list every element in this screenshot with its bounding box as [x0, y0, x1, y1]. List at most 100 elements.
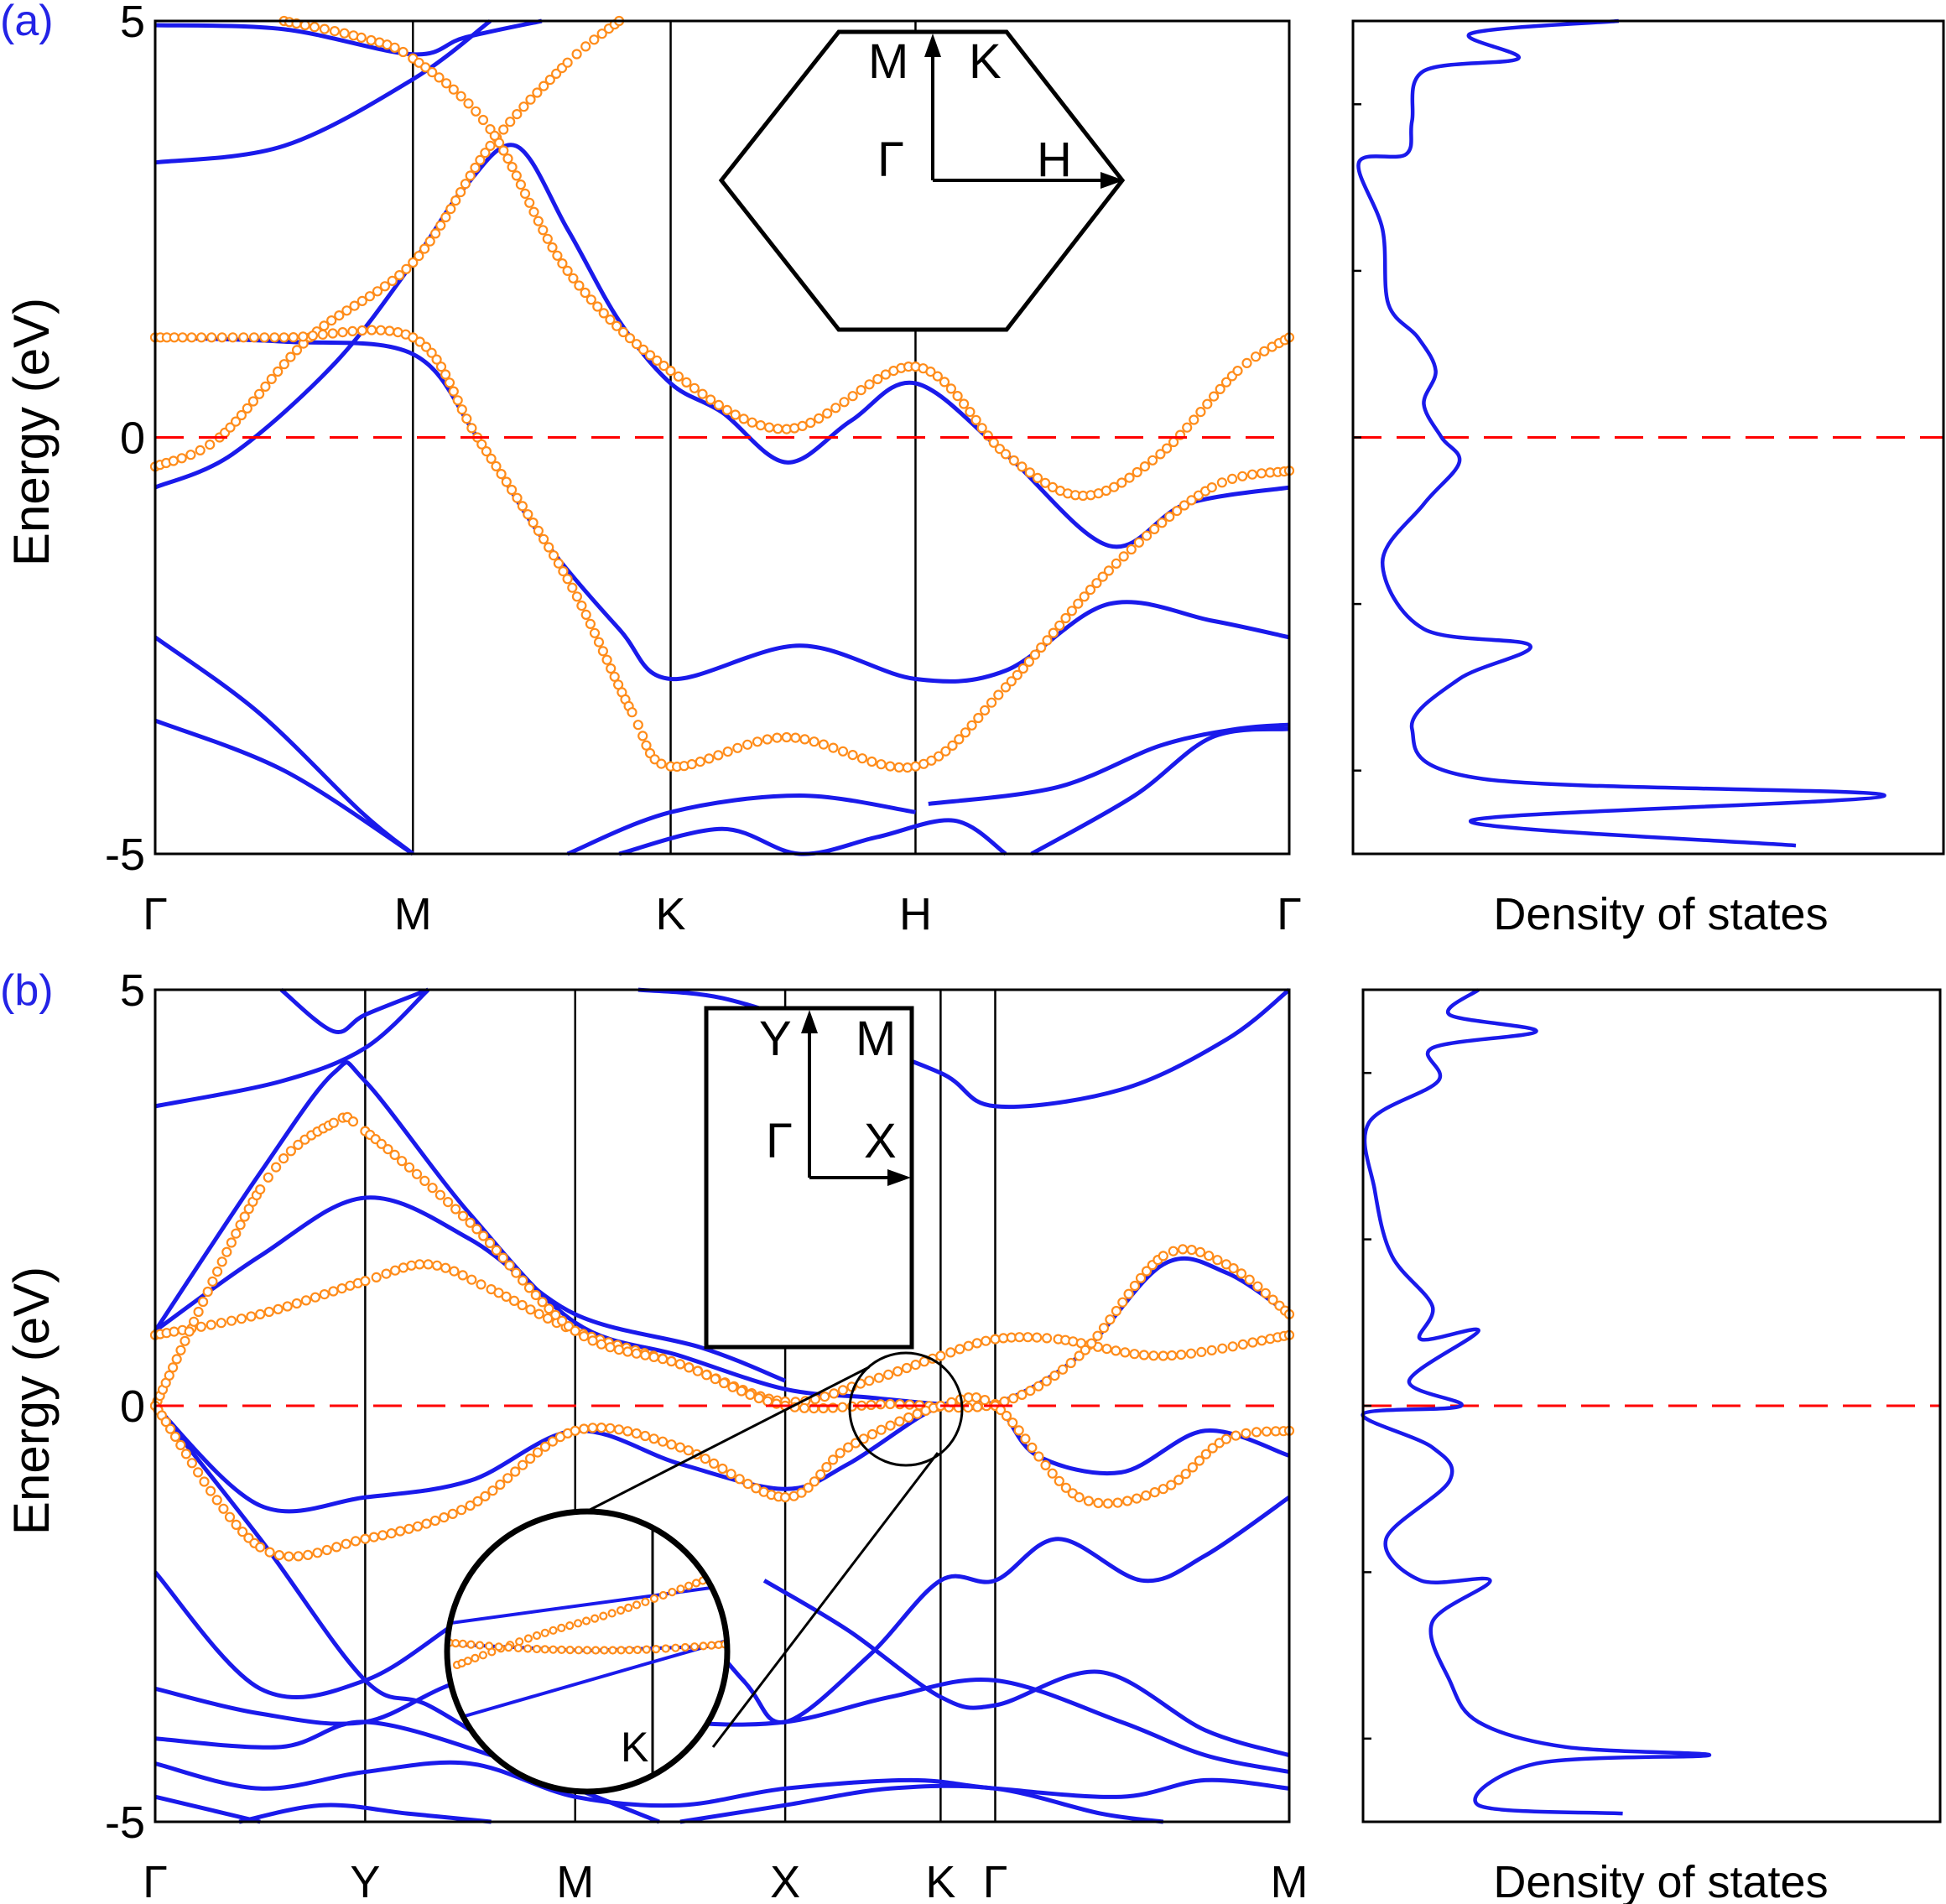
- orbital-band-1: [149, 1111, 1295, 1414]
- orbital-point: [1033, 1381, 1044, 1392]
- orbital-point: [278, 1152, 289, 1164]
- orbital-point: [1085, 584, 1096, 596]
- orbital-point: [607, 1609, 617, 1618]
- orbital-point: [1054, 1475, 1064, 1486]
- orbital-point: [562, 574, 573, 585]
- orbital-point: [186, 332, 197, 343]
- orbital-point: [445, 204, 456, 215]
- orbital-point: [1220, 377, 1232, 388]
- orbital-point: [773, 424, 783, 434]
- orbital-point: [282, 1301, 293, 1312]
- orbital-point: [814, 413, 825, 424]
- orbital-point: [271, 1162, 282, 1173]
- orbital-point: [471, 106, 481, 117]
- orbital-point: [312, 1548, 323, 1558]
- orbital-point: [1032, 1332, 1043, 1343]
- orbital-point: [976, 423, 987, 434]
- orbital-point: [1120, 1347, 1131, 1358]
- orbital-point: [742, 1478, 753, 1490]
- orbital-point: [356, 32, 367, 44]
- orbital-point: [472, 1496, 483, 1507]
- panel-b-dos-plot: Density of states: [1361, 988, 1942, 1904]
- orbital-point: [419, 1175, 430, 1187]
- kpath-label: M: [1271, 1857, 1309, 1904]
- orbital-point: [420, 62, 431, 73]
- orbital-point: [206, 1319, 216, 1330]
- orbital-point: [1105, 1314, 1116, 1325]
- orbital-point: [1017, 461, 1028, 472]
- orbital-point: [912, 1408, 923, 1419]
- orbital-point: [379, 281, 390, 292]
- orbital-point: [336, 1282, 347, 1294]
- orbital-point: [168, 1362, 179, 1373]
- band-line-6: [928, 722, 1290, 806]
- orbital-point: [424, 236, 435, 247]
- orbital-point: [525, 1304, 536, 1315]
- orbital-point: [491, 460, 502, 472]
- orbital-point: [1252, 1281, 1263, 1292]
- orbital-point: [448, 84, 459, 95]
- orbital-point: [195, 1321, 206, 1332]
- orbital-point: [710, 1373, 721, 1385]
- orbital-point: [212, 1266, 223, 1277]
- panel-a-brillouin-zone-inset: M K Γ H: [718, 29, 1126, 332]
- orbital-point: [563, 1320, 575, 1332]
- orbital-point: [609, 671, 620, 682]
- orbital-point: [1228, 1262, 1239, 1274]
- orbital-point: [169, 1431, 181, 1443]
- orbital-point: [1066, 606, 1078, 616]
- orbital-point: [574, 1646, 583, 1655]
- orbital-point: [901, 1362, 913, 1374]
- orbital-point: [465, 170, 476, 181]
- orbital-point: [1241, 1428, 1251, 1439]
- orbital-point: [414, 251, 424, 262]
- panel-a-frame: [153, 19, 1291, 856]
- orbital-point: [1041, 1333, 1053, 1344]
- orbital-point: [466, 1640, 476, 1649]
- orbital-point: [1157, 518, 1168, 528]
- orbital-point: [648, 1351, 659, 1363]
- orbital-point: [238, 332, 249, 343]
- orbital-point: [1149, 523, 1160, 535]
- orbital-point: [331, 1542, 342, 1553]
- orbital-point: [347, 325, 358, 336]
- orbital-point: [673, 371, 684, 382]
- orbital-point: [1133, 537, 1145, 548]
- orbital-point: [1111, 1345, 1121, 1356]
- orbital-point: [548, 550, 559, 561]
- orbital-point: [401, 263, 412, 274]
- orbital-point: [327, 328, 338, 339]
- orbital-point: [722, 746, 733, 757]
- orbital-point: [484, 1641, 494, 1651]
- orbital-point: [580, 609, 591, 621]
- orbital-point: [631, 339, 643, 350]
- orbital-point: [557, 1623, 566, 1633]
- ytick-label: 0: [120, 414, 145, 464]
- orbital-point: [1250, 351, 1262, 362]
- orbital-point: [624, 1603, 633, 1613]
- orbital-point: [1237, 471, 1248, 481]
- orbital-point: [727, 1381, 738, 1392]
- orbital-point: [549, 1626, 558, 1635]
- orbital-point: [532, 1644, 542, 1654]
- orbital-point: [641, 740, 652, 751]
- orbital-point: [1065, 1357, 1076, 1369]
- orbital-point: [1060, 612, 1071, 624]
- orbital-point: [613, 1344, 625, 1355]
- orbital-point: [637, 344, 649, 355]
- bz-label-H: H: [1037, 133, 1072, 187]
- orbital-point: [317, 329, 328, 340]
- orbital-point: [530, 1289, 541, 1301]
- orbital-point: [1036, 642, 1047, 653]
- orbital-point: [1164, 511, 1175, 523]
- orbital-point: [1074, 1350, 1085, 1361]
- orbital-point: [266, 373, 277, 384]
- orbital-point: [471, 1653, 480, 1663]
- orbital-point: [1231, 1430, 1241, 1441]
- orbital-point: [264, 1547, 275, 1558]
- orbital-point: [827, 1454, 839, 1465]
- orbital-point: [1141, 1266, 1153, 1277]
- orbital-point: [202, 1286, 213, 1298]
- orbital-point: [707, 1641, 716, 1650]
- orbital-point: [1189, 414, 1199, 425]
